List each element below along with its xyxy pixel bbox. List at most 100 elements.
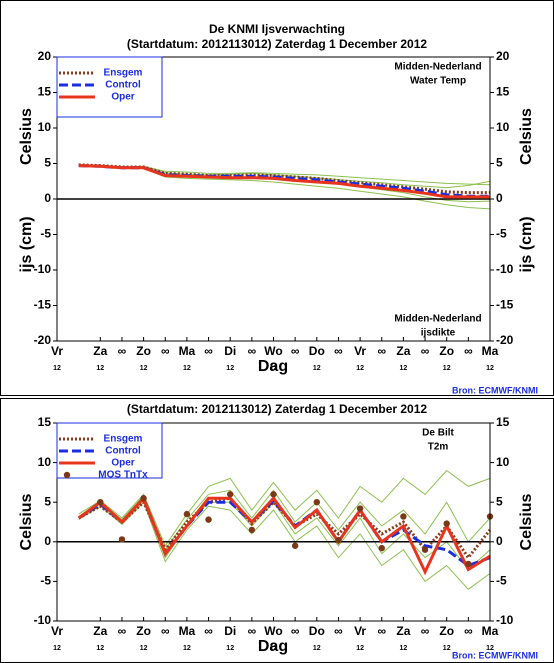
x-tick-label: Ma <box>179 344 196 358</box>
mos-point <box>291 542 299 549</box>
x-tick-label: Za <box>396 624 410 638</box>
y-tick-label: -5 <box>40 574 51 588</box>
mos-point <box>227 491 234 498</box>
y-axis-title: Celsius <box>518 108 535 165</box>
x-tick-label: Wo <box>264 624 282 638</box>
source-label: Bron: ECMWF/KNMI <box>452 385 538 395</box>
mos-point <box>356 505 364 512</box>
x-tick-label: Ma <box>179 624 196 638</box>
y-tick-label: -15 <box>34 298 52 312</box>
mos-point <box>205 516 212 523</box>
y-tick-label: 10 <box>38 120 52 134</box>
x-tick-label: Do <box>309 624 325 638</box>
x-tick-label: Vr <box>51 624 63 638</box>
mos-point <box>378 544 385 552</box>
y-tick-label: 15 <box>38 85 52 99</box>
legend-box <box>56 56 163 118</box>
y-axis-title: ijs (cm) <box>518 216 535 272</box>
x-axis-title: Dag <box>258 638 288 655</box>
x-sub-label: 12 <box>183 365 191 372</box>
y-tick-label: -5 <box>40 227 51 241</box>
y-tick-label: -10 <box>34 613 52 627</box>
legend-label: Oper <box>111 458 134 469</box>
mos-point <box>118 536 126 543</box>
x-tick-label: ∞ <box>204 624 213 638</box>
x-sub-label: 12 <box>400 365 408 372</box>
x-tick-label: ∞ <box>377 344 386 358</box>
x-sub-label: 12 <box>443 365 451 372</box>
x-tick-label: Zo <box>439 344 454 358</box>
mos-point <box>140 495 147 502</box>
x-sub-label: 12 <box>313 365 321 372</box>
y-axis-title: ijs (cm) <box>18 216 35 272</box>
x-sub-label: 12 <box>96 365 104 372</box>
y-tick-label: 5 <box>44 156 51 170</box>
legend-swatch <box>63 471 71 479</box>
x-tick-label: ∞ <box>161 624 170 638</box>
y-tick-label: 0 <box>496 534 503 548</box>
region-label: T2m <box>428 442 449 453</box>
x-tick-label: Wo <box>264 344 282 358</box>
x-sub-label: 12 <box>140 645 148 652</box>
x-sub-label: 12 <box>226 645 234 652</box>
y-tick-label: -15 <box>496 298 514 312</box>
x-sub-label: 12 <box>270 365 278 372</box>
legend-label: Ensgem <box>104 68 143 79</box>
x-tick-label: ∞ <box>118 344 127 358</box>
y-tick-label: 5 <box>496 494 503 508</box>
x-sub-label: 12 <box>486 645 494 652</box>
mos-point <box>421 546 429 553</box>
source-label: Bron: ECMWF/KNMI <box>452 650 538 660</box>
y-tick-label: 10 <box>496 455 510 469</box>
chart-subtitle: (Startdatum: 2012113012) Zaterdag 1 Dece… <box>127 402 427 416</box>
ensemble-member <box>78 497 491 571</box>
x-tick-label: Ma <box>482 624 499 638</box>
y-tick-label: 20 <box>496 49 510 63</box>
legend-label: Control <box>105 446 141 457</box>
y-tick-label: 5 <box>44 494 51 508</box>
y-tick-label: -20 <box>496 333 514 347</box>
y-tick-label: 0 <box>44 191 51 205</box>
x-tick-label: ∞ <box>464 624 473 638</box>
x-sub-label: 12 <box>356 365 364 372</box>
mos-point <box>400 513 407 520</box>
x-axis-title: Dag <box>258 358 288 375</box>
x-tick-label: Do <box>309 344 325 358</box>
x-tick-label: ∞ <box>377 624 386 638</box>
ensemble-member <box>78 165 491 210</box>
y-tick-label: -5 <box>496 574 507 588</box>
x-sub-label: 12 <box>270 645 278 652</box>
y-axis-title: Celsius <box>18 108 35 165</box>
y-axis-title: Celsius <box>518 493 535 550</box>
y-tick-label: 0 <box>496 191 503 205</box>
x-tick-label: Vr <box>354 624 366 638</box>
legend-label: Ensgem <box>104 434 143 445</box>
y-tick-label: 10 <box>38 455 52 469</box>
mos-point <box>183 510 191 518</box>
y-tick-label: -10 <box>496 613 514 627</box>
x-tick-label: ∞ <box>421 624 430 638</box>
y-tick-label: -20 <box>34 333 52 347</box>
y-tick-label: 15 <box>496 415 510 429</box>
mos-point <box>465 560 472 568</box>
chart-subtitle: (Startdatum: 2012113012) Zaterdag 1 Dece… <box>127 37 427 51</box>
ensemble-member <box>78 489 491 551</box>
region-label: Midden-Nederland <box>394 62 481 73</box>
x-tick-label: Za <box>93 344 107 358</box>
x-tick-label: Zo <box>439 624 454 638</box>
x-sub-label: 12 <box>356 645 364 652</box>
series-line <box>77 495 491 576</box>
y-tick-label: 15 <box>496 85 510 99</box>
x-sub-label: 12 <box>443 645 451 652</box>
region-label: Water Temp <box>410 76 466 87</box>
x-tick-label: ∞ <box>118 624 127 638</box>
chart-title: De KNMI Ijsverwachting <box>209 22 345 36</box>
mos-point <box>443 520 450 527</box>
x-sub-label: 12 <box>183 645 191 652</box>
x-tick-label: ∞ <box>248 624 257 638</box>
x-tick-label: ∞ <box>248 344 257 358</box>
x-tick-label: Di <box>224 624 236 638</box>
mos-point <box>270 491 277 498</box>
x-tick-label: ∞ <box>334 344 343 358</box>
